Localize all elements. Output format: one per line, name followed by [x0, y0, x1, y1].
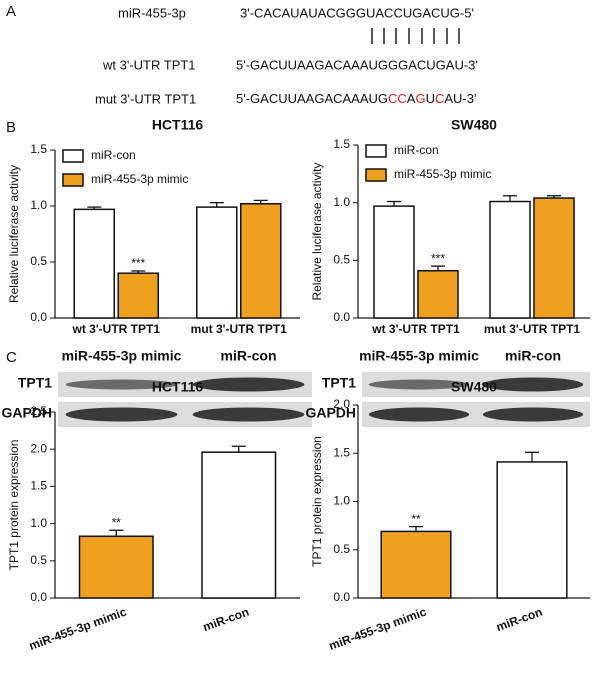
legend-swatch: [365, 168, 387, 182]
blot-band: [368, 379, 470, 390]
y-tick-label: 0.5: [30, 254, 47, 268]
y-tick-label: 0.0: [30, 310, 47, 324]
mut-sequence: 5'-GACUUAAGACAAAUGCCAGUCAU-3': [236, 91, 476, 106]
y-tick-label: 1.5: [333, 137, 350, 151]
x-tick-label: mut 3'-UTR TPT1: [191, 322, 288, 336]
bar: [117, 272, 159, 319]
y-tick-label: 1.5: [333, 445, 350, 459]
bar: [489, 200, 531, 319]
y-tick-label: 1.0: [333, 494, 350, 508]
blot-band: [368, 407, 470, 422]
x-tick-label: miR-455-3p mimic: [27, 605, 129, 653]
blot-band: [482, 377, 584, 392]
y-tick-label: 1.0: [333, 195, 350, 209]
lane-label: miR-con: [505, 348, 561, 364]
y-tick-label: 0.0: [30, 590, 47, 604]
legend-swatch: [62, 149, 84, 163]
blot-band: [192, 407, 305, 422]
row-label: TPT1: [322, 375, 356, 391]
x-tick-label: miR-con: [494, 605, 544, 635]
sequence-segment: G: [415, 91, 425, 106]
x-tick-label: miR-455-3p mimic: [327, 605, 429, 653]
y-tick-label: 1.0: [30, 198, 47, 212]
y-tick-label: 1.5: [30, 142, 47, 156]
row-label: GAPDH: [305, 405, 356, 421]
blot-band: [192, 377, 305, 392]
y-axis-label: TPT1 protein expression: [310, 436, 324, 567]
y-tick-label: 0.0: [333, 590, 350, 604]
y-axis-label: TPT1 protein expression: [7, 440, 21, 571]
mut-label: mut 3'-UTR TPT1: [95, 91, 196, 106]
bar: [240, 203, 282, 319]
legend-swatch: [62, 173, 84, 187]
sequence-segment: CC: [388, 91, 407, 106]
y-axis-label: Relative luciferase activity: [310, 162, 324, 300]
significance: **: [411, 512, 421, 526]
wt-label: wt 3'-UTR TPT1: [102, 57, 196, 72]
blot-band: [65, 379, 178, 390]
x-tick-label: mut 3'-UTR TPT1: [484, 322, 581, 336]
bar: [373, 205, 415, 319]
bar: [533, 197, 575, 319]
chart-title: SW480: [451, 379, 497, 395]
x-tick-label: wt 3'-UTR TPT1: [371, 322, 460, 336]
sequence-segment: U: [426, 91, 435, 106]
lane-label: miR-455-3p mimic: [62, 348, 182, 364]
y-axis-label: Relative luciferase activity: [7, 165, 21, 303]
bar: [496, 461, 568, 599]
blot-band: [482, 407, 584, 422]
legend-swatch: [365, 144, 387, 158]
panel-label: C: [6, 349, 17, 366]
y-tick-label: 0.5: [30, 553, 47, 567]
pairing-lines: [371, 28, 460, 44]
panel-label: B: [6, 119, 16, 136]
legend-label: miR-con: [394, 143, 439, 157]
legend-label: miR-455-3p mimic: [394, 167, 491, 181]
significance: ***: [131, 256, 145, 270]
legend-label: miR-con: [91, 148, 136, 162]
bar: [417, 269, 459, 319]
y-tick-label: 2.5: [30, 404, 47, 418]
sequence-segment: 5'-GACUUAAGACAAAUG: [236, 91, 388, 106]
legend-label: miR-455-3p mimic: [91, 172, 188, 186]
sequence-segment: A: [407, 91, 416, 106]
wt-sequence: 5'-GACUUAAGACAAAUGGGACUGAU-3': [236, 57, 478, 72]
y-tick-label: 2.0: [333, 397, 350, 411]
y-tick-label: 1.0: [30, 516, 47, 530]
lane-label: miR-455-3p mimic: [359, 348, 479, 364]
bar: [201, 451, 277, 599]
significance: **: [112, 515, 122, 529]
blot-band: [65, 407, 178, 422]
chart-title: HCT116: [152, 117, 204, 133]
bar: [380, 530, 452, 599]
y-tick-label: 0.5: [333, 542, 350, 556]
y-tick-label: 2.0: [30, 441, 47, 455]
bar: [73, 208, 115, 319]
chart-title: SW480: [451, 117, 497, 133]
significance: ***: [431, 251, 445, 265]
y-tick-label: 0.0: [333, 310, 350, 324]
row-label: TPT1: [18, 375, 52, 391]
bar: [196, 206, 238, 319]
bar: [78, 535, 154, 599]
sequence-segment: AU-3': [444, 91, 476, 106]
mirna-sequence: 3'-CACAUAUACGGGUACCUGACUG-5': [240, 5, 474, 20]
mirna-label: miR-455-3p: [118, 5, 186, 20]
y-tick-label: 1.5: [30, 479, 47, 493]
y-tick-label: 0.5: [333, 253, 350, 267]
x-tick-label: wt 3'-UTR TPT1: [71, 322, 160, 336]
chart-title: HCT116: [152, 379, 204, 395]
sequence-segment: C: [435, 91, 444, 106]
row-label: GAPDH: [1, 405, 52, 421]
lane-label: miR-con: [221, 348, 277, 364]
panel-label: A: [6, 3, 16, 20]
x-tick-label: miR-con: [201, 605, 251, 635]
